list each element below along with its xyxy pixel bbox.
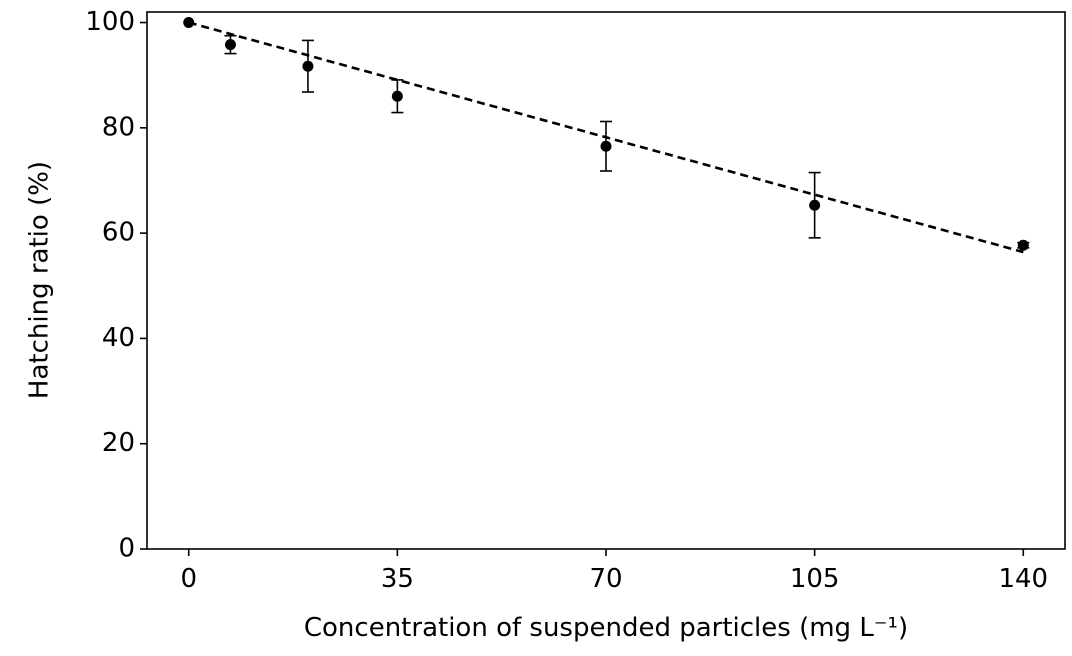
x-tick-label: 105 xyxy=(790,564,840,594)
data-point xyxy=(302,60,314,72)
y-tick-label: 80 xyxy=(102,112,135,142)
plot-frame xyxy=(146,11,1066,550)
x-tick-label: 35 xyxy=(381,564,414,594)
data-point xyxy=(1017,239,1029,251)
x-tick-label: 0 xyxy=(180,564,197,594)
data-point xyxy=(809,199,821,211)
data-point xyxy=(600,140,612,152)
y-tick-label: 20 xyxy=(102,428,135,458)
data-point xyxy=(224,39,236,51)
data-point xyxy=(183,17,195,29)
x-tick-label: 70 xyxy=(589,564,622,594)
x-axis-label: Concentration of suspended particles (mg… xyxy=(304,613,908,643)
y-axis-label: Hatching ratio (%) xyxy=(25,161,55,399)
data-point xyxy=(391,90,403,102)
x-tick-label: 140 xyxy=(998,564,1048,594)
y-tick-label: 60 xyxy=(102,218,135,248)
y-tick-label: 0 xyxy=(118,534,135,564)
y-tick-label: 100 xyxy=(85,7,135,37)
y-tick-label: 40 xyxy=(102,323,135,353)
